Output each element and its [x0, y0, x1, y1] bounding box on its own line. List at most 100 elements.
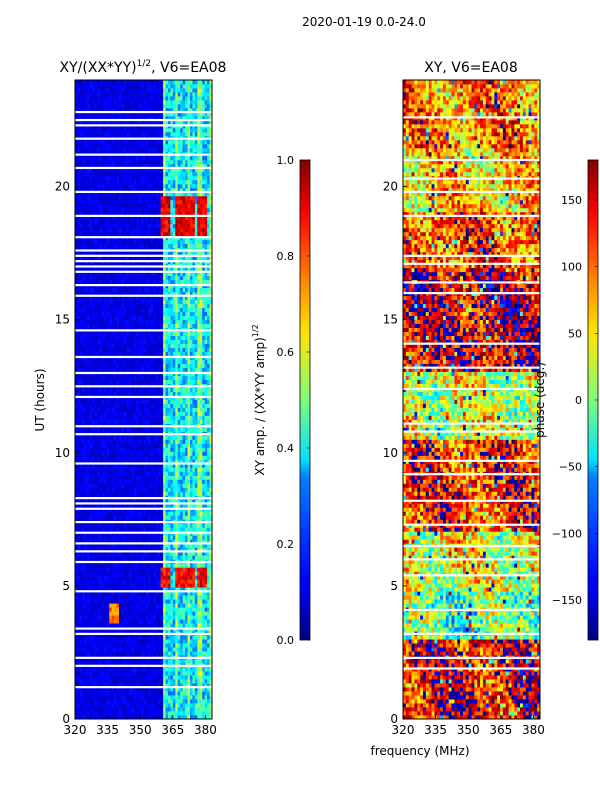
- heatmap-cell: [207, 523, 210, 528]
- heatmap-cell: [106, 579, 110, 584]
- heatmap-cell: [104, 483, 108, 488]
- heatmap-cell: [155, 467, 159, 472]
- heatmap-cell: [133, 471, 137, 476]
- heatmap-cell: [163, 503, 166, 508]
- heatmap-cell: [77, 695, 81, 700]
- heatmap-cell: [121, 563, 125, 568]
- heatmap-cell: [111, 695, 115, 700]
- heatmap-cell: [180, 403, 184, 408]
- heatmap-cell: [79, 543, 83, 548]
- heatmap-cell: [121, 459, 125, 464]
- heatmap-cell: [155, 487, 159, 492]
- heatmap-cell: [197, 451, 201, 456]
- heatmap-cell: [121, 467, 125, 472]
- heatmap-cell: [155, 639, 159, 644]
- heatmap-cell: [77, 583, 81, 588]
- heatmap-cell: [158, 691, 162, 696]
- heatmap-cell: [116, 487, 120, 492]
- heatmap-cell: [185, 695, 188, 700]
- heatmap-cell: [111, 583, 115, 588]
- heatmap-cell: [192, 599, 196, 604]
- heatmap-cell: [192, 455, 196, 460]
- heatmap-cell: [87, 451, 91, 456]
- heatmap-cell: [167, 615, 171, 620]
- heatmap-cell: [175, 367, 179, 372]
- heatmap-cell: [119, 607, 122, 612]
- heatmap-cell: [131, 635, 135, 640]
- heatmap-cell: [92, 715, 95, 719]
- heatmap-cell: [167, 691, 171, 696]
- heatmap-cell: [138, 699, 142, 704]
- heatmap-cell: [172, 667, 176, 672]
- heatmap-cell: [111, 647, 115, 652]
- heatmap-cell: [199, 703, 203, 708]
- heatmap-cell: [192, 683, 196, 688]
- heatmap-cell: [104, 675, 108, 680]
- heatmap-cell: [163, 575, 166, 580]
- heatmap-cell: [123, 587, 127, 592]
- heatmap-cell: [99, 463, 103, 468]
- heatmap-cell: [111, 411, 115, 416]
- heatmap-cell: [116, 599, 120, 604]
- heatmap-cell: [175, 427, 179, 432]
- heatmap-cell: [209, 479, 212, 484]
- heatmap-cell: [143, 595, 147, 600]
- heatmap-cell: [158, 611, 162, 616]
- heatmap-cell: [133, 551, 137, 556]
- heatmap-cell: [167, 699, 171, 704]
- heatmap-cell: [163, 703, 166, 708]
- heatmap-cell: [189, 391, 193, 396]
- heatmap-cell: [180, 411, 184, 416]
- heatmap-cell: [143, 671, 147, 676]
- heatmap-cell: [189, 407, 193, 412]
- heatmap-cell: [87, 667, 91, 672]
- heatmap-cell: [153, 607, 157, 612]
- heatmap-cell: [82, 479, 86, 484]
- heatmap-cell: [104, 367, 108, 372]
- heatmap-cell: [97, 695, 100, 700]
- heatmap-cell: [97, 455, 100, 460]
- heatmap-cell: [123, 595, 127, 600]
- heatmap-cell: [119, 391, 122, 396]
- heatmap-cell: [189, 375, 193, 380]
- heatmap-cell: [77, 587, 81, 592]
- heatmap-cell: [158, 703, 162, 708]
- heatmap-cell: [77, 687, 81, 692]
- heatmap-cell: [99, 595, 103, 600]
- heatmap-cell: [204, 419, 208, 424]
- heatmap-cell: [170, 671, 174, 676]
- heatmap-cell: [101, 499, 105, 504]
- heatmap-cell: [106, 667, 110, 672]
- heatmap-cell: [207, 479, 210, 484]
- heatmap-cell: [185, 647, 188, 652]
- heatmap-cell: [138, 683, 142, 688]
- heatmap-cell: [104, 667, 108, 672]
- heatmap-cell: [126, 379, 130, 384]
- heatmap-cell: [116, 475, 120, 480]
- heatmap-cell: [143, 399, 147, 404]
- heatmap-cell: [82, 595, 86, 600]
- heatmap-cell: [148, 483, 152, 488]
- heatmap-cell: [99, 487, 103, 492]
- heatmap-cell: [143, 463, 147, 468]
- heatmap-cell: [165, 375, 169, 380]
- heatmap-cell: [101, 407, 105, 412]
- heatmap-cell: [106, 599, 110, 604]
- heatmap-cell: [160, 511, 164, 516]
- heatmap-cell: [87, 595, 91, 600]
- heatmap-cell: [204, 683, 208, 688]
- heatmap-cell: [158, 411, 162, 416]
- heatmap-cell: [165, 411, 169, 416]
- heatmap-cell: [82, 715, 86, 719]
- heatmap-cell: [75, 715, 78, 719]
- heatmap-cell: [77, 367, 81, 372]
- heatmap-cell: [182, 643, 186, 648]
- heatmap-cell: [170, 555, 174, 560]
- heatmap-cell: [189, 459, 193, 464]
- heatmap-cell: [185, 411, 188, 416]
- heatmap-cell: [204, 363, 208, 368]
- heatmap-cell: [185, 595, 188, 600]
- heatmap-cell: [197, 375, 201, 380]
- heatmap-cell: [106, 707, 110, 712]
- heatmap-cell: [119, 579, 122, 584]
